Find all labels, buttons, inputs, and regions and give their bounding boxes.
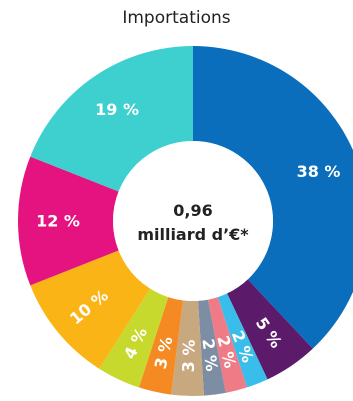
slice-7 bbox=[138, 297, 183, 395]
slice-8 bbox=[99, 288, 169, 388]
center-unit: milliard d’€* bbox=[137, 225, 249, 244]
slice-label-10: 12 % bbox=[36, 212, 80, 231]
slice-11 bbox=[30, 46, 193, 192]
slice-3 bbox=[217, 293, 268, 388]
donut-slices bbox=[18, 46, 353, 396]
slice-1 bbox=[193, 46, 353, 349]
slice-5 bbox=[198, 299, 226, 396]
center-value: 0,96 bbox=[173, 201, 212, 220]
slice-9 bbox=[30, 250, 151, 369]
slice-10 bbox=[18, 156, 119, 286]
slice-6 bbox=[171, 300, 204, 396]
slice-label-6: 3 % bbox=[179, 339, 199, 372]
slice-2 bbox=[227, 279, 313, 380]
slice-label-11: 19 % bbox=[95, 100, 139, 119]
donut-hole bbox=[113, 141, 273, 301]
chart-title: Importations bbox=[122, 8, 231, 28]
slice-label-5: 2 % bbox=[198, 338, 221, 373]
slice-label-1: 38 % bbox=[297, 162, 341, 181]
slice-4 bbox=[207, 297, 248, 393]
